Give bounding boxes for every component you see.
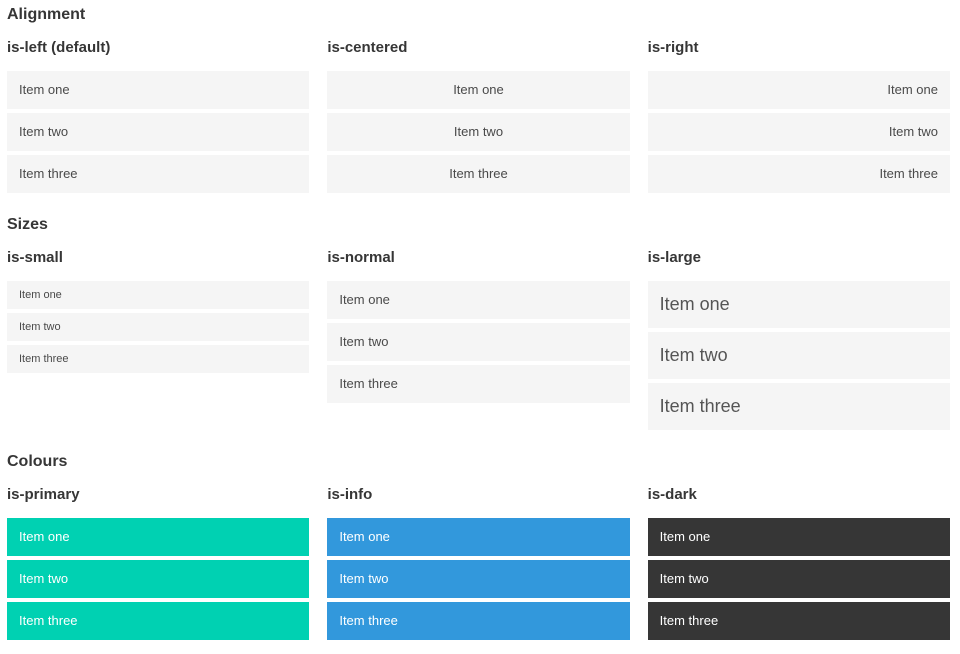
group-is-primary: is-primary Item one Item two Item three	[7, 486, 310, 640]
group-is-dark: is-dark Item one Item two Item three	[647, 486, 950, 640]
list-item[interactable]: Item two	[7, 113, 310, 151]
section-alignment: Alignment is-left (default) Item one Ite…	[7, 5, 950, 193]
group-label-is-centered: is-centered	[327, 39, 408, 56]
list-item[interactable]: Item two	[647, 332, 950, 379]
section-title-alignment: Alignment	[7, 6, 86, 23]
group-is-normal: is-normal Item one Item two Item three	[327, 249, 630, 430]
list-item[interactable]: Item two	[647, 560, 950, 598]
item-list: Item one Item two Item three	[7, 281, 310, 373]
list-item[interactable]: Item three	[7, 345, 310, 373]
group-is-small: is-small Item one Item two Item three	[7, 249, 310, 430]
list-item[interactable]: Item two	[327, 323, 630, 361]
list-item[interactable]: Item one	[327, 281, 630, 319]
list-item[interactable]: Item three	[7, 602, 310, 640]
list-item[interactable]: Item two	[327, 113, 630, 151]
group-label-is-primary: is-primary	[7, 486, 80, 503]
group-label-is-large: is-large	[647, 249, 702, 266]
item-list: Item one Item two Item three	[7, 518, 310, 640]
list-item[interactable]: Item three	[647, 383, 950, 430]
list-item[interactable]: Item two	[7, 560, 310, 598]
group-is-centered: is-centered Item one Item two Item three	[327, 39, 630, 193]
group-label-is-dark: is-dark	[647, 486, 697, 503]
item-list: Item one Item two Item three	[327, 518, 630, 640]
list-item[interactable]: Item three	[7, 155, 310, 193]
group-is-info: is-info Item one Item two Item three	[327, 486, 630, 640]
item-list: Item one Item two Item three	[327, 71, 630, 193]
section-colours: Colours is-primary Item one Item two Ite…	[7, 452, 950, 640]
group-is-large: is-large Item one Item two Item three	[647, 249, 950, 430]
section-title-sizes: Sizes	[7, 216, 48, 233]
list-item[interactable]: Item two	[7, 313, 310, 341]
list-item[interactable]: Item three	[647, 602, 950, 640]
list-item[interactable]: Item one	[327, 518, 630, 556]
item-list: Item one Item two Item three	[647, 518, 950, 640]
list-item[interactable]: Item one	[647, 518, 950, 556]
list-item[interactable]: Item one	[647, 71, 950, 109]
group-label-is-normal: is-normal	[327, 249, 395, 266]
section-title-colours: Colours	[7, 453, 68, 470]
list-item[interactable]: Item three	[327, 155, 630, 193]
list-item[interactable]: Item one	[7, 71, 310, 109]
group-label-is-left: is-left (default)	[7, 39, 111, 56]
item-list: Item one Item two Item three	[7, 71, 310, 193]
group-is-left: is-left (default) Item one Item two Item…	[7, 39, 310, 193]
list-item[interactable]: Item one	[7, 281, 310, 309]
list-item[interactable]: Item two	[647, 113, 950, 151]
section-sizes: Sizes is-small Item one Item two Item th…	[7, 215, 950, 430]
list-item[interactable]: Item two	[327, 560, 630, 598]
list-item[interactable]: Item three	[327, 365, 630, 403]
list-item[interactable]: Item one	[7, 518, 310, 556]
list-item[interactable]: Item three	[327, 602, 630, 640]
list-item[interactable]: Item one	[327, 71, 630, 109]
group-label-is-small: is-small	[7, 249, 63, 266]
group-is-right: is-right Item one Item two Item three	[647, 39, 950, 193]
group-label-is-right: is-right	[647, 39, 699, 56]
list-item[interactable]: Item one	[647, 281, 950, 328]
item-list: Item one Item two Item three	[647, 71, 950, 193]
group-label-is-info: is-info	[327, 486, 373, 503]
item-list: Item one Item two Item three	[327, 281, 630, 403]
list-item[interactable]: Item three	[647, 155, 950, 193]
item-list: Item one Item two Item three	[647, 281, 950, 430]
